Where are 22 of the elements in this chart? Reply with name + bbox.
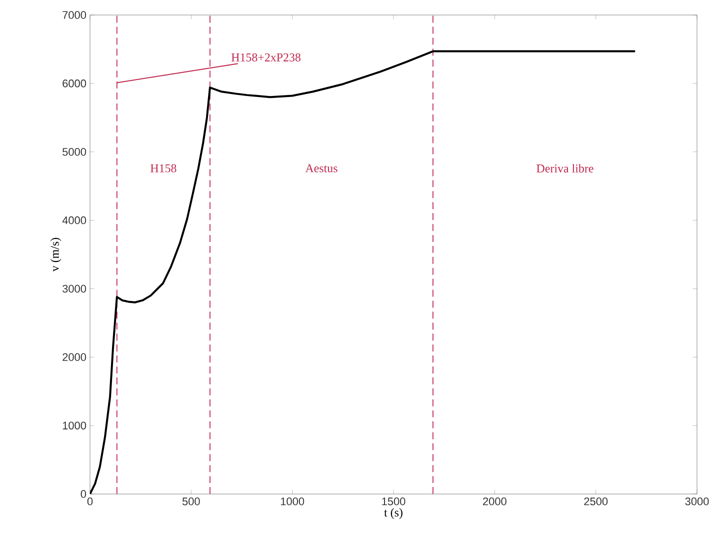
line-series — [90, 50, 636, 494]
annotation: Aestus — [305, 164, 338, 172]
x-tick-label: 1500 — [382, 498, 406, 506]
x-axis-title: t (s) — [384, 508, 402, 519]
x-tick-label: 2500 — [584, 498, 608, 506]
annotation: H158+2xP238 — [231, 53, 300, 62]
y-tick-label: 3000 — [62, 284, 86, 293]
x-tick-label: 1000 — [280, 498, 304, 506]
x-tick-label: 3000 — [685, 498, 709, 506]
y-axis-title: v (m/s) — [50, 238, 62, 272]
annotation: H158 — [150, 164, 176, 172]
y-tick-label: 2000 — [62, 353, 86, 362]
y-tick-label: 1000 — [62, 422, 86, 430]
x-tick-label: 2000 — [483, 498, 506, 506]
y-tick-label: 7000 — [62, 11, 86, 19]
y-tick-label: 4000 — [62, 216, 86, 224]
x-tick-label: 0 — [87, 498, 93, 506]
y-tick-label: 6000 — [62, 80, 86, 88]
y-tick-label: 0 — [80, 490, 86, 498]
y-tick-label: 5000 — [62, 148, 86, 156]
x-tick-label: 500 — [182, 498, 200, 506]
annotation: Deriva libre — [536, 164, 594, 172]
